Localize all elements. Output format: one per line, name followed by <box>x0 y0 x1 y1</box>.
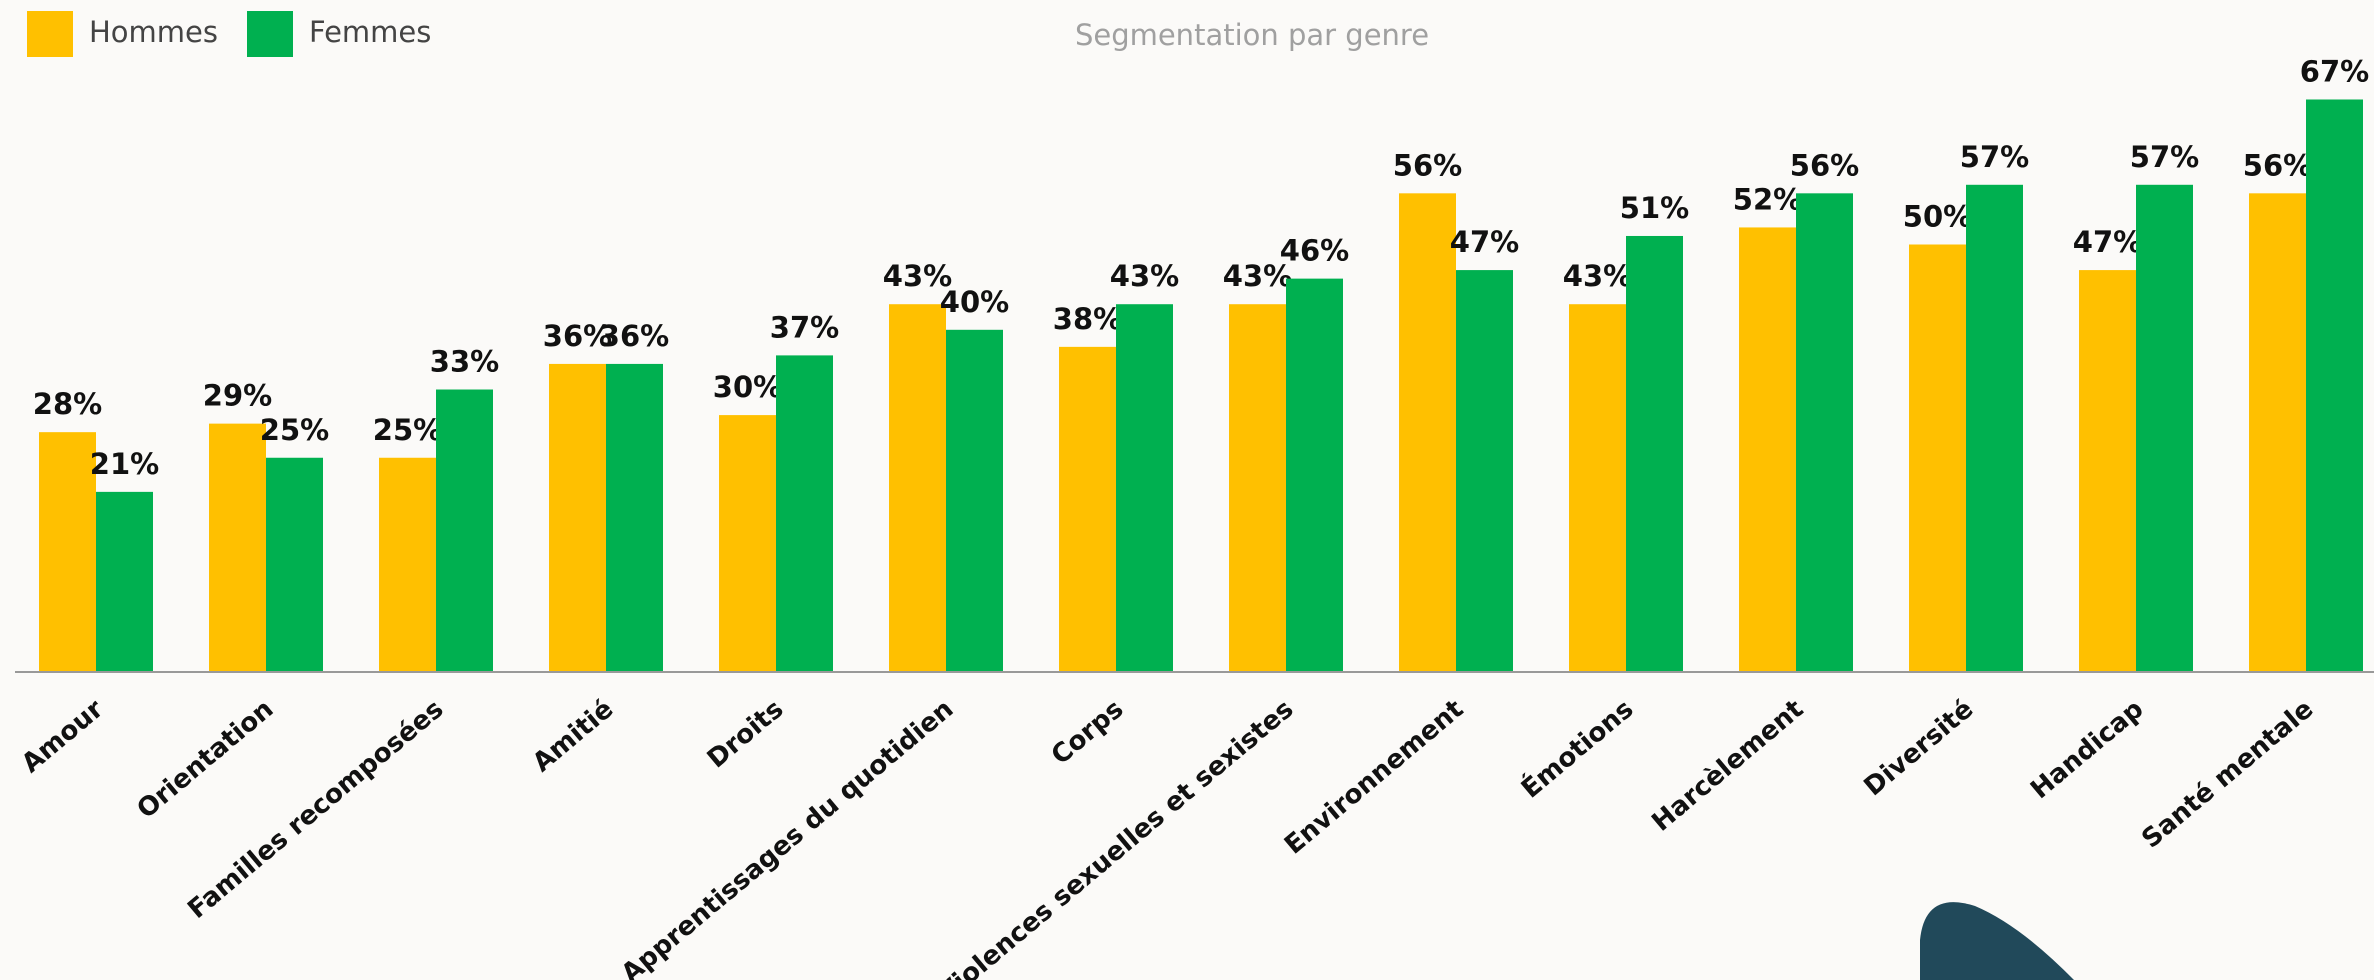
data-label: 47% <box>2073 225 2142 259</box>
bar <box>1796 193 1853 671</box>
data-label: 29% <box>203 379 272 413</box>
data-label: 43% <box>883 259 952 293</box>
data-label: 21% <box>90 447 159 481</box>
data-label: 47% <box>1450 225 1519 259</box>
legend-swatch <box>247 11 293 57</box>
data-label: 56% <box>1393 148 1462 182</box>
data-label: 57% <box>1960 140 2029 174</box>
bar <box>1966 184 2023 672</box>
bar <box>889 304 946 671</box>
data-label: 46% <box>1280 234 1349 268</box>
bar <box>1059 346 1116 671</box>
bar <box>1456 270 1513 671</box>
bar <box>2249 193 2306 671</box>
bar <box>1399 193 1456 671</box>
bar <box>1286 278 1343 671</box>
data-label: 67% <box>2300 54 2369 88</box>
data-label: 25% <box>260 413 329 447</box>
bar <box>946 329 1003 671</box>
data-label: 33% <box>430 345 499 379</box>
bar <box>2306 99 2363 672</box>
legend-swatch <box>27 11 73 57</box>
bar <box>2079 270 2136 671</box>
bar <box>39 432 96 671</box>
bar <box>776 355 833 671</box>
bar <box>209 423 266 671</box>
data-label: 56% <box>1790 148 1859 182</box>
bar <box>1116 304 1173 671</box>
bar <box>266 457 323 671</box>
bar <box>606 363 663 671</box>
data-label: 56% <box>2243 148 2312 182</box>
data-label: 43% <box>1110 259 1179 293</box>
data-label: 37% <box>770 310 839 344</box>
legend-label: Hommes <box>89 15 218 49</box>
data-label: 40% <box>940 285 1009 319</box>
bar <box>1229 304 1286 671</box>
bar <box>1739 227 1796 671</box>
chart-title: Segmentation par genre <box>1075 18 1429 52</box>
bar <box>436 389 493 671</box>
data-label: 25% <box>373 413 442 447</box>
data-label: 43% <box>1223 259 1292 293</box>
bar <box>719 415 776 671</box>
data-label: 36% <box>600 319 669 353</box>
data-label: 50% <box>1903 200 1972 234</box>
bar <box>1569 304 1626 671</box>
data-label: 30% <box>713 370 782 404</box>
data-label: 43% <box>1563 259 1632 293</box>
bar <box>2136 184 2193 672</box>
legend-label: Femmes <box>309 15 431 49</box>
data-label: 38% <box>1053 302 1122 336</box>
data-label: 57% <box>2130 140 2199 174</box>
data-label: 28% <box>33 387 102 421</box>
bar <box>1909 244 1966 671</box>
bar <box>96 491 153 671</box>
decoration <box>1920 902 2074 980</box>
bar <box>379 457 436 671</box>
data-label: 51% <box>1620 191 1689 225</box>
data-label: 36% <box>543 319 612 353</box>
bar <box>1626 235 1683 671</box>
data-label: 52% <box>1733 182 1802 216</box>
bar <box>549 363 606 671</box>
